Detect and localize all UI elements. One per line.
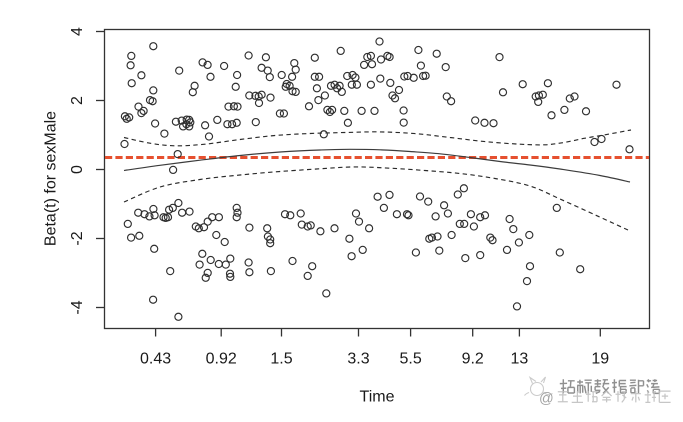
svg-text:-2: -2 xyxy=(69,231,86,245)
svg-text:Beta(t) for sexMale: Beta(t) for sexMale xyxy=(43,111,60,246)
svg-text:0: 0 xyxy=(69,165,86,174)
svg-text:2: 2 xyxy=(69,96,86,105)
svg-text:5.5: 5.5 xyxy=(399,351,421,368)
svg-text:9.2: 9.2 xyxy=(462,351,484,368)
svg-text:19: 19 xyxy=(591,351,609,368)
svg-text:-4: -4 xyxy=(69,300,86,314)
svg-text:1.5: 1.5 xyxy=(270,351,292,368)
svg-text:4: 4 xyxy=(69,27,86,36)
svg-text:0.92: 0.92 xyxy=(206,351,237,368)
svg-text:Time: Time xyxy=(360,389,395,406)
svg-text:0.43: 0.43 xyxy=(140,351,171,368)
svg-text:13: 13 xyxy=(511,351,529,368)
svg-text:@: @ xyxy=(539,391,554,407)
svg-text:3.3: 3.3 xyxy=(347,351,369,368)
